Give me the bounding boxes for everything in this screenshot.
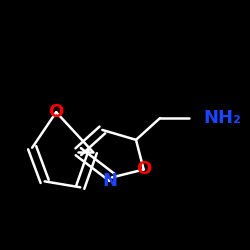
Text: O: O xyxy=(136,160,151,178)
Text: NH₂: NH₂ xyxy=(203,109,241,127)
Text: O: O xyxy=(48,103,64,121)
Text: N: N xyxy=(102,172,118,190)
